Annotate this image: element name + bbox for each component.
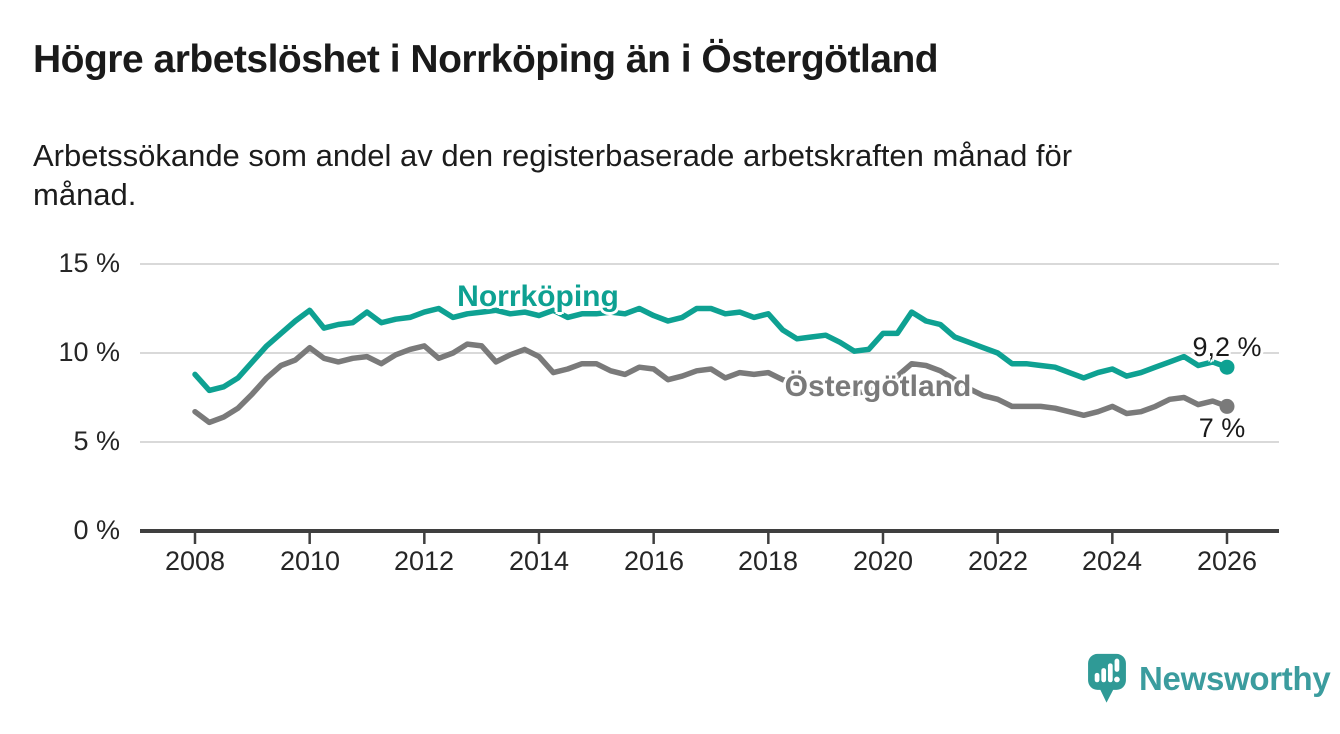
x-tick-label-2014: 2014 [508, 546, 570, 576]
series-label-norrkoping: Norrköping [457, 280, 619, 313]
newsworthy-logo-text: Newsworthy [1139, 659, 1331, 697]
x-tick-label-2026: 2026 [1196, 546, 1258, 576]
x-tick-label-2020: 2020 [852, 546, 914, 576]
series-label-ostergotland: Östergötland [784, 370, 972, 403]
newsworthy-logo: Newsworthy [1086, 652, 1331, 705]
y-tick-label-5: 5 % [73, 426, 120, 456]
latest-value-norrkoping: 9,2 % [1192, 332, 1262, 362]
chart-subtitle: Arbetssökande som andel av den registerb… [33, 136, 1072, 214]
y-tick-label-15: 15 % [58, 248, 120, 278]
latest-value-ostergotland: 7 % [1198, 413, 1246, 443]
x-tick-label-2012: 2012 [393, 546, 455, 576]
x-tick-label-2016: 2016 [623, 546, 685, 576]
chart-subtitle-line2: månad. [33, 177, 137, 212]
end-dot-ostergotland [1219, 398, 1235, 414]
series-line-ostergotland [192, 341, 1230, 426]
newsworthy-logo-icon [1088, 653, 1126, 703]
chart-subtitle-line1: Arbetssökande som andel av den registerb… [33, 138, 1073, 173]
x-tick-label-2010: 2010 [279, 546, 341, 576]
x-tick-label-2008: 2008 [164, 546, 226, 576]
x-tick-label-2022: 2022 [967, 546, 1029, 576]
end-dot-norrkoping [1219, 359, 1235, 375]
series-line-norrkoping [192, 305, 1230, 394]
x-tick-label-2018: 2018 [737, 546, 799, 576]
y-tick-label-0: 0 % [73, 515, 120, 545]
page-title: Högre arbetslöshet i Norrköping än i Öst… [33, 38, 939, 81]
y-tick-label-10: 10 % [58, 337, 120, 367]
x-tick-label-2024: 2024 [1081, 546, 1143, 576]
